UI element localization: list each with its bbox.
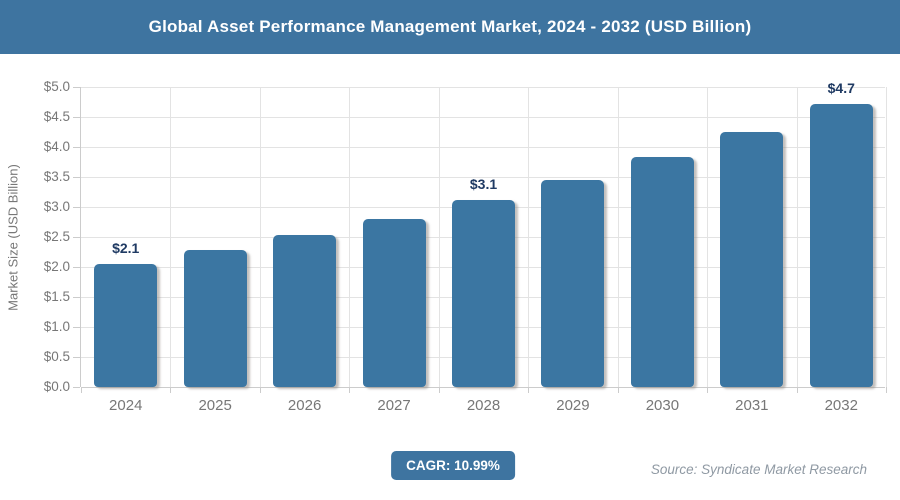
y-axis-tick-label: $0.5 xyxy=(43,349,70,364)
bar-2029 xyxy=(541,180,605,387)
y-tick-mark xyxy=(73,207,80,208)
x-axis-label-2029: 2029 xyxy=(556,397,590,414)
y-tick-mark xyxy=(73,237,80,238)
y-gridline xyxy=(81,387,885,388)
x-tick-mark xyxy=(259,387,261,393)
y-tick-mark xyxy=(73,117,80,118)
y-gridline xyxy=(81,177,885,178)
x-axis-label-2024: 2024 xyxy=(109,397,143,414)
x-axis-label-2025: 2025 xyxy=(198,397,232,414)
y-tick-mark xyxy=(73,147,80,148)
x-tick-mark xyxy=(796,387,798,393)
y-axis-tick-label: $4.0 xyxy=(43,139,70,154)
x-axis-label-2027: 2027 xyxy=(377,397,411,414)
y-axis-tick-label: $3.0 xyxy=(43,199,70,214)
y-gridline xyxy=(81,147,885,148)
x-tick-mark xyxy=(528,387,530,393)
x-tick-mark xyxy=(438,387,440,393)
bar-value-label-2032: $4.7 xyxy=(827,79,855,96)
x-gridline xyxy=(349,87,351,387)
x-gridline xyxy=(617,87,619,387)
x-gridline xyxy=(170,87,172,387)
y-axis-tick-label: $1.0 xyxy=(43,319,70,334)
bar-value-label-2028: $3.1 xyxy=(469,176,498,193)
x-tick-mark xyxy=(617,387,619,393)
x-tick-mark xyxy=(886,387,887,393)
x-gridline xyxy=(886,87,887,387)
bar-2028 xyxy=(452,200,515,387)
bar-2030 xyxy=(630,157,694,387)
bar-2031 xyxy=(720,132,784,387)
x-axis-label-2031: 2031 xyxy=(735,397,769,414)
y-tick-mark xyxy=(73,387,80,388)
y-tick-mark xyxy=(73,177,80,178)
y-axis-tick-label: $1.5 xyxy=(43,289,70,304)
x-axis-label-2032: 2032 xyxy=(824,397,858,414)
chart-title: Global Asset Performance Management Mark… xyxy=(148,17,752,36)
bar-2025 xyxy=(183,250,247,387)
chart-title-bar: Global Asset Performance Management Mark… xyxy=(0,0,900,54)
x-tick-mark xyxy=(707,387,709,393)
y-tick-mark xyxy=(73,87,80,88)
bar-2027 xyxy=(362,219,426,387)
y-gridline xyxy=(81,117,885,118)
x-tick-mark xyxy=(81,387,82,393)
y-gridline xyxy=(81,87,885,88)
x-axis-label-2028: 2028 xyxy=(466,397,501,414)
x-axis-label-2030: 2030 xyxy=(645,397,680,414)
y-tick-mark xyxy=(73,327,80,328)
y-axis-tick-label: $5.0 xyxy=(43,79,70,94)
bar-value-label-2024: $2.1 xyxy=(112,240,140,256)
y-axis-tick-label: $0.0 xyxy=(43,379,70,394)
x-gridline xyxy=(528,87,530,387)
x-tick-mark xyxy=(349,387,351,393)
y-tick-mark xyxy=(73,267,80,268)
y-axis-tick-label: $3.5 xyxy=(43,169,70,184)
bar-2024 xyxy=(94,264,158,387)
y-axis-tick-label: $4.5 xyxy=(43,109,70,124)
x-axis-label-2026: 2026 xyxy=(287,397,322,414)
y-axis-tick-label: $2.5 xyxy=(43,229,70,244)
x-gridline xyxy=(707,87,709,387)
x-gridline xyxy=(438,87,440,387)
y-tick-mark xyxy=(73,357,80,358)
source-attribution: Source: Syndicate Market Research xyxy=(650,462,867,477)
x-gridline xyxy=(259,87,261,387)
bar-2026 xyxy=(273,235,337,387)
y-tick-mark xyxy=(73,297,80,298)
cagr-badge: CAGR: 10.99% xyxy=(391,451,515,480)
plot-area: $0.0 $0.5 $1.0 $1.5 $2.0 $2.5 $3.0 $3.5 $4.0 $4.5… xyxy=(44,79,887,414)
x-gridline xyxy=(796,87,798,387)
x-tick-mark xyxy=(170,387,172,393)
y-axis-tick-label: $2.0 xyxy=(43,259,70,274)
bar-2032 xyxy=(809,103,873,387)
